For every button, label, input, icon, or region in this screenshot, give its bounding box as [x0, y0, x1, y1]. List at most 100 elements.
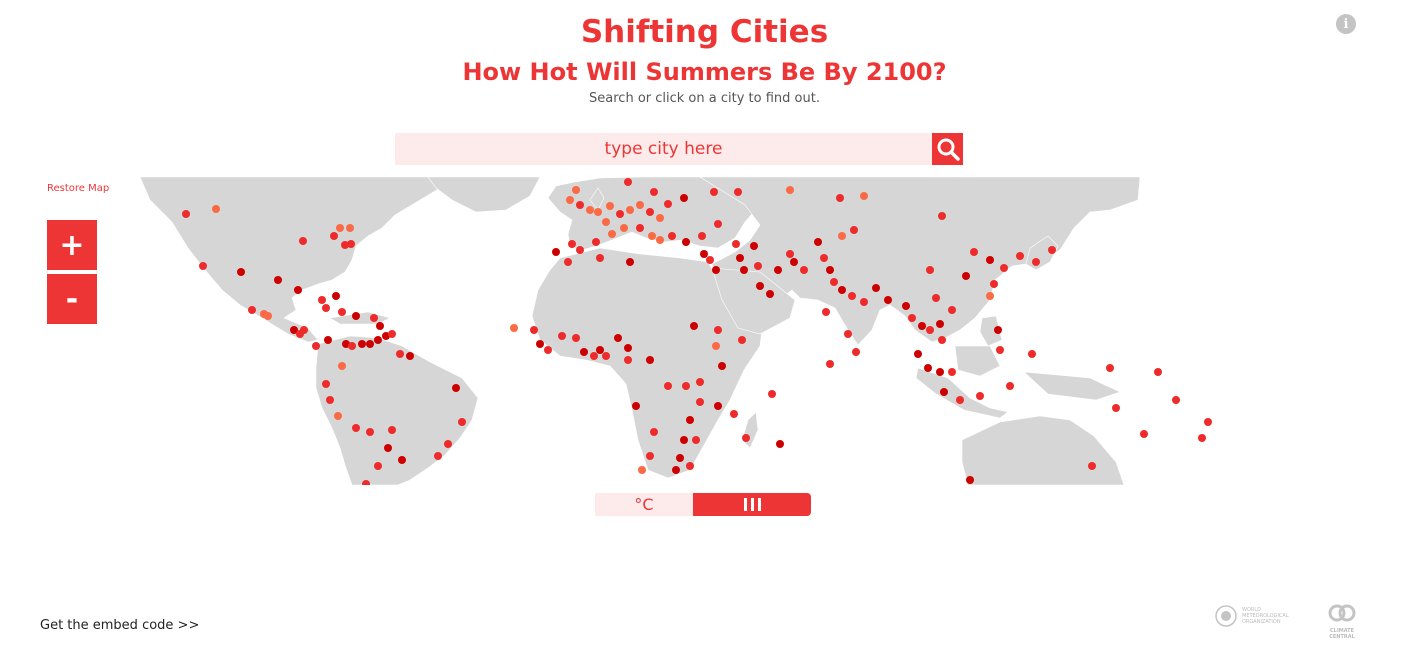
city-marker[interactable]: [646, 452, 654, 460]
city-marker[interactable]: [740, 266, 748, 274]
city-marker[interactable]: [366, 428, 374, 436]
city-marker[interactable]: [976, 392, 984, 400]
city-marker[interactable]: [668, 232, 676, 240]
city-marker[interactable]: [860, 192, 868, 200]
city-marker[interactable]: [1088, 462, 1096, 470]
city-marker[interactable]: [596, 346, 604, 354]
city-marker[interactable]: [648, 232, 656, 240]
city-marker[interactable]: [199, 262, 207, 270]
city-marker[interactable]: [572, 334, 580, 342]
city-marker[interactable]: [352, 424, 360, 432]
city-marker[interactable]: [580, 348, 588, 356]
city-marker[interactable]: [664, 200, 672, 208]
city-marker[interactable]: [680, 436, 688, 444]
city-marker[interactable]: [1106, 364, 1114, 372]
city-marker[interactable]: [1204, 418, 1212, 426]
city-marker[interactable]: [388, 426, 396, 434]
city-marker[interactable]: [838, 232, 846, 240]
city-marker[interactable]: [586, 206, 594, 214]
city-marker[interactable]: [1000, 264, 1008, 272]
city-marker[interactable]: [850, 226, 858, 234]
city-marker[interactable]: [860, 298, 868, 306]
city-marker[interactable]: [994, 326, 1002, 334]
city-marker[interactable]: [346, 224, 354, 232]
city-marker[interactable]: [576, 201, 584, 209]
city-marker[interactable]: [318, 296, 326, 304]
city-marker[interactable]: [686, 462, 694, 470]
city-marker[interactable]: [926, 266, 934, 274]
city-marker[interactable]: [1172, 396, 1180, 404]
city-marker[interactable]: [822, 308, 830, 316]
city-marker[interactable]: [698, 232, 706, 240]
city-marker[interactable]: [786, 250, 794, 258]
city-marker[interactable]: [322, 380, 330, 388]
city-marker[interactable]: [750, 242, 758, 250]
city-marker[interactable]: [182, 210, 190, 218]
city-marker[interactable]: [742, 434, 750, 442]
city-marker[interactable]: [848, 292, 856, 300]
city-marker[interactable]: [568, 240, 576, 248]
embed-code-link[interactable]: Get the embed code >>: [40, 618, 200, 633]
city-marker[interactable]: [682, 382, 690, 390]
city-marker[interactable]: [690, 322, 698, 330]
city-marker[interactable]: [1048, 246, 1056, 254]
city-marker[interactable]: [1028, 350, 1036, 358]
city-marker[interactable]: [332, 292, 340, 300]
city-marker[interactable]: [606, 202, 614, 210]
city-marker[interactable]: [264, 312, 272, 320]
city-marker[interactable]: [212, 205, 220, 213]
city-marker[interactable]: [938, 336, 946, 344]
city-marker[interactable]: [650, 428, 658, 436]
restore-map-link[interactable]: Restore Map: [47, 183, 110, 194]
city-marker[interactable]: [602, 218, 610, 226]
city-marker[interactable]: [638, 466, 646, 474]
city-marker[interactable]: [374, 462, 382, 470]
city-marker[interactable]: [700, 250, 708, 258]
city-marker[interactable]: [624, 344, 632, 352]
city-marker[interactable]: [274, 276, 282, 284]
city-marker[interactable]: [682, 238, 690, 246]
city-marker[interactable]: [814, 238, 822, 246]
city-marker[interactable]: [884, 296, 892, 304]
city-marker[interactable]: [352, 312, 360, 320]
city-marker[interactable]: [908, 314, 916, 322]
city-marker[interactable]: [370, 314, 378, 322]
city-marker[interactable]: [948, 306, 956, 314]
city-marker[interactable]: [924, 364, 932, 372]
city-marker[interactable]: [732, 240, 740, 248]
city-marker[interactable]: [820, 254, 828, 262]
city-marker[interactable]: [608, 230, 616, 238]
city-marker[interactable]: [336, 224, 344, 232]
city-marker[interactable]: [626, 206, 634, 214]
city-marker[interactable]: [592, 238, 600, 246]
city-marker[interactable]: [374, 336, 382, 344]
city-marker[interactable]: [1032, 258, 1040, 266]
city-marker[interactable]: [1140, 430, 1148, 438]
zoom-in-button[interactable]: +: [47, 220, 97, 270]
city-marker[interactable]: [362, 480, 370, 485]
city-marker[interactable]: [237, 268, 245, 276]
city-marker[interactable]: [341, 241, 349, 249]
city-marker[interactable]: [696, 398, 704, 406]
city-marker[interactable]: [434, 452, 442, 460]
city-marker[interactable]: [452, 384, 460, 392]
celsius-toggle[interactable]: °C: [595, 493, 693, 516]
city-marker[interactable]: [650, 188, 658, 196]
city-marker[interactable]: [614, 334, 622, 342]
city-marker[interactable]: [914, 350, 922, 358]
city-marker[interactable]: [970, 248, 978, 256]
city-marker[interactable]: [294, 286, 302, 294]
city-marker[interactable]: [312, 342, 320, 350]
city-marker[interactable]: [406, 352, 414, 360]
city-marker[interactable]: [714, 220, 722, 228]
search-input[interactable]: [395, 133, 932, 165]
city-marker[interactable]: [330, 232, 338, 240]
city-marker[interactable]: [686, 416, 694, 424]
city-marker[interactable]: [826, 360, 834, 368]
city-marker[interactable]: [956, 396, 964, 404]
city-marker[interactable]: [1154, 368, 1162, 376]
city-marker[interactable]: [692, 436, 700, 444]
city-marker[interactable]: [786, 186, 794, 194]
city-marker[interactable]: [730, 410, 738, 418]
city-marker[interactable]: [636, 224, 644, 232]
